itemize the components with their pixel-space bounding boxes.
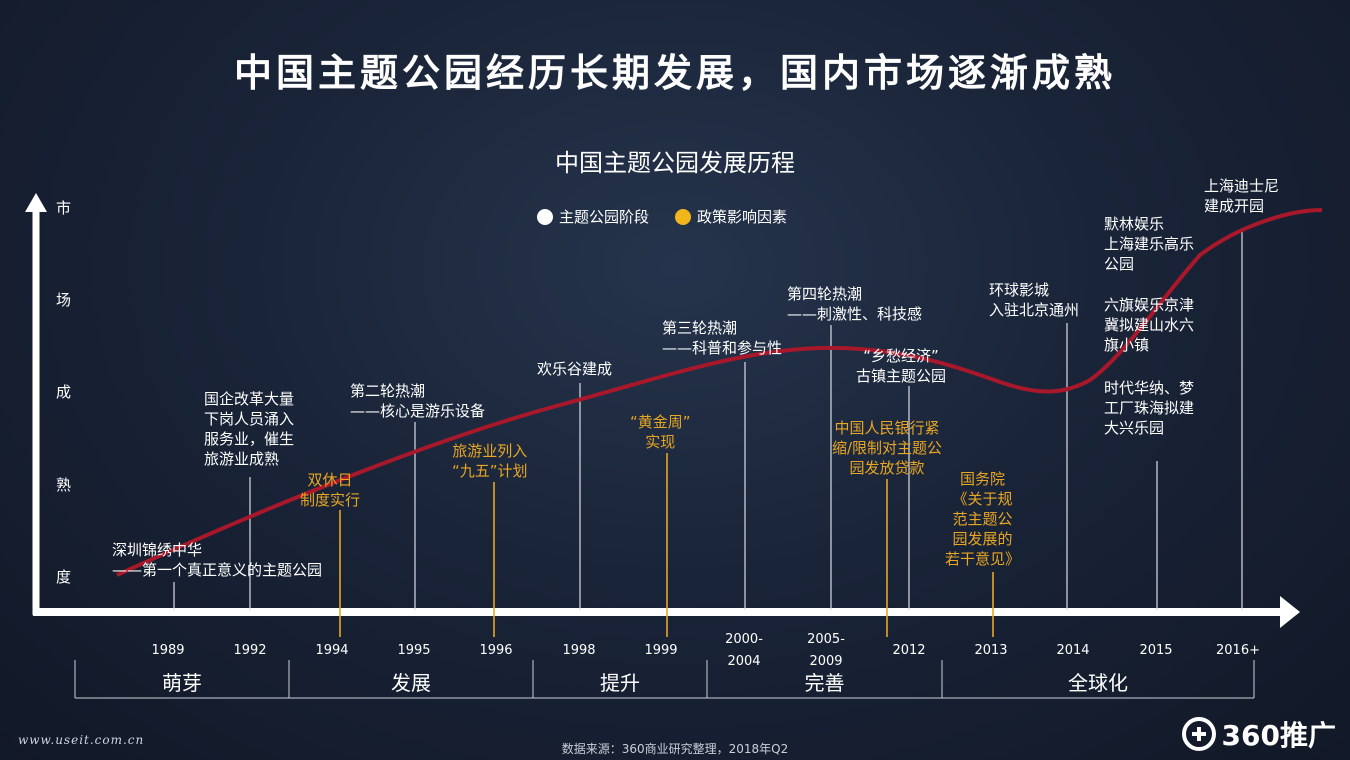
brand-logo: 360推广 [1181,714,1336,754]
year-label: 1999 [644,643,678,658]
x-axis-arrow-icon [1280,596,1300,628]
phase-label: 萌芽 [162,671,202,695]
year-label: 2014 [1056,643,1090,658]
year-label: 2012 [892,643,926,658]
event-2012: “乡愁经济” 古镇主题公园 [856,347,947,385]
event-2005: 第四轮热潮 ——刺激性、科技感 [787,285,923,323]
event-2015-sixflags: 六旗娱乐京津 冀拟建山水六 旗小镇 [1104,296,1195,354]
y-axis-char: 度 [56,568,72,586]
legend-item-policy: 政策影响因素 [675,206,787,227]
legend-item-stage: 主题公园阶段 [537,206,649,227]
year-label: 2015 [1139,643,1173,658]
source-note: 数据来源：360商业研究整理，2018年Q2 [561,742,789,756]
phase-label: 发展 [391,671,431,695]
event-1994: 双休日 制度实行 [300,471,361,509]
event-2015-warner: 时代华纳、梦 工厂珠海拟建 大兴乐园 [1104,379,1195,437]
event-2013: 国务院 《关于规 范主题公 园发展的 若干意见》 [945,470,1021,568]
year-label: 2000- 2004 [725,632,763,669]
policy-markers [339,453,994,637]
phase-label: 提升 [600,671,640,695]
legend-policy-label: 政策影响因素 [697,208,788,226]
year-label: 2005- 2009 [807,632,845,669]
phase-label: 全球化 [1068,671,1128,695]
legend-stage-label: 主题公园阶段 [559,208,650,226]
gold-dot-icon [675,208,692,225]
event-1995: 第二轮热潮 ——核心是游乐设备 [350,382,486,420]
y-axis-char: 市 [56,199,72,217]
watermark: www.useit.com.cn [18,733,145,747]
y-axis-char: 场 [56,291,72,309]
event-2010: 中国人民银行紧 缩/限制对主题公 园发放贷款 [832,419,943,477]
y-axis-char: 成 [56,383,72,401]
year-label: 1992 [233,643,267,658]
year-label: 1994 [315,643,349,658]
phase-label: 完善 [804,671,845,695]
event-1989: 深圳锦绣中华 ——第一个真正意义的主题公园 [112,541,323,579]
stage-markers [173,228,1243,610]
year-label: 1996 [479,643,513,658]
phase-bracket [74,660,1255,699]
y-axis-arrow-icon [25,193,47,212]
white-dot-icon [537,208,553,225]
legend: 主题公园阶段 政策影响因素 [537,206,787,227]
plus-circle-icon [1181,717,1216,751]
year-label: 1989 [151,643,185,658]
event-1992: 国企改革大量 下岗人员涌入 服务业，催生 旅游业成熟 [204,390,295,468]
year-label: 1998 [562,643,596,658]
event-1996: 旅游业列入 “九五”计划 [452,442,528,480]
event-2016: 上海迪士尼 建成开园 [1204,177,1280,215]
brand-name: 360推广 [1221,719,1336,752]
event-1999: “黄金周” 实现 [630,413,691,451]
event-2015-merlin: 默林娱乐 上海建乐高乐 公园 [1104,215,1195,273]
year-label: 2016+ [1216,643,1260,658]
y-axis-char: 熟 [56,476,72,494]
year-label: 2013 [974,643,1008,658]
diagram-title: 中国主题公园发展历程 [555,149,795,177]
page-title: 中国主题公园经历长期发展，国内市场逐渐成熟 [233,51,1116,95]
event-1998: 欢乐谷建成 [537,360,613,378]
year-label: 1995 [397,643,431,658]
maturity-curve [116,208,1323,577]
event-2014: 环球影城 入驻北京通州 [989,281,1080,319]
event-2000: 第三轮热潮 ——科普和参与性 [662,319,783,357]
